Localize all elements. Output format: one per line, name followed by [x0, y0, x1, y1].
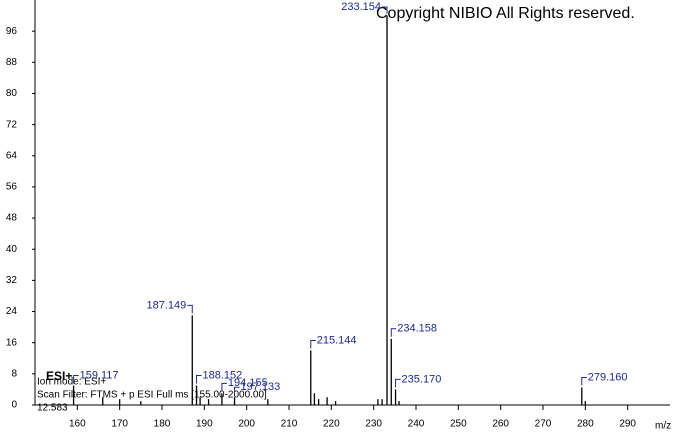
y-tick-label: 8 [11, 368, 17, 379]
y-tick-label: 88 [6, 57, 18, 68]
x-tick-label: 240 [408, 419, 425, 430]
peak-label: 159.117 [80, 369, 119, 381]
peak-label: 234.158 [397, 323, 437, 335]
label-leader [390, 328, 397, 337]
label-leader [581, 376, 587, 386]
x-tick-label: 260 [492, 419, 509, 430]
x-tick-label: 190 [196, 419, 213, 430]
peak-label: 194.155 [228, 377, 268, 389]
label-leader [196, 375, 202, 384]
y-tick-label: 32 [6, 275, 18, 286]
x-tick-label: 230 [365, 419, 382, 430]
x-tick-label: 280 [577, 419, 594, 430]
x-tick-label: 160 [69, 419, 86, 430]
peak-label: 197.133 [241, 381, 281, 393]
y-tick-label: 56 [6, 182, 18, 193]
x-tick-label: 180 [154, 419, 171, 430]
peak-label: 188.152 [203, 369, 243, 381]
label-leader [73, 375, 79, 384]
x-axis-label: m/z [655, 421, 671, 432]
retention-time: 12.583 [37, 403, 68, 414]
y-tick-label: 24 [6, 306, 18, 317]
y-tick-label: 16 [6, 337, 18, 348]
label-leader [221, 382, 227, 392]
y-tick-label: 48 [6, 213, 18, 224]
label-leader [310, 339, 316, 349]
ion-mode: Ion mode: ESI+ [37, 377, 106, 388]
x-tick-label: 220 [323, 419, 340, 430]
x-tick-label: 250 [450, 419, 467, 430]
y-tick-label: 0 [11, 400, 17, 411]
label-leader [187, 304, 193, 314]
scan-filter: Scan Filter: FTMS + p ESI Full ms [155.0… [37, 390, 267, 401]
x-tick-label: 290 [619, 419, 636, 430]
x-tick-label: 270 [535, 419, 552, 430]
x-tick-label: 170 [111, 419, 128, 430]
peak-label: 233.154 [341, 1, 381, 13]
y-tick-label: 64 [6, 150, 18, 161]
peak-label: 187.149 [146, 299, 186, 311]
label-leader [234, 386, 240, 396]
mode-tag: ESI+ [46, 369, 72, 383]
y-tick-label: 80 [6, 88, 18, 99]
label-leader [395, 378, 401, 388]
y-tick-label: 72 [6, 119, 18, 130]
label-leader [382, 6, 388, 14]
x-tick-label: 210 [281, 419, 298, 430]
copyright: Copyright NIBIO All Rights reserved. [376, 5, 635, 22]
y-tick-label: 40 [6, 244, 18, 255]
peak-label: 235.170 [402, 373, 442, 385]
peak-label: 215.144 [317, 334, 357, 346]
peak-label: 279.160 [588, 371, 628, 383]
y-tick-label: 96 [6, 26, 18, 37]
x-tick-label: 200 [238, 419, 255, 430]
